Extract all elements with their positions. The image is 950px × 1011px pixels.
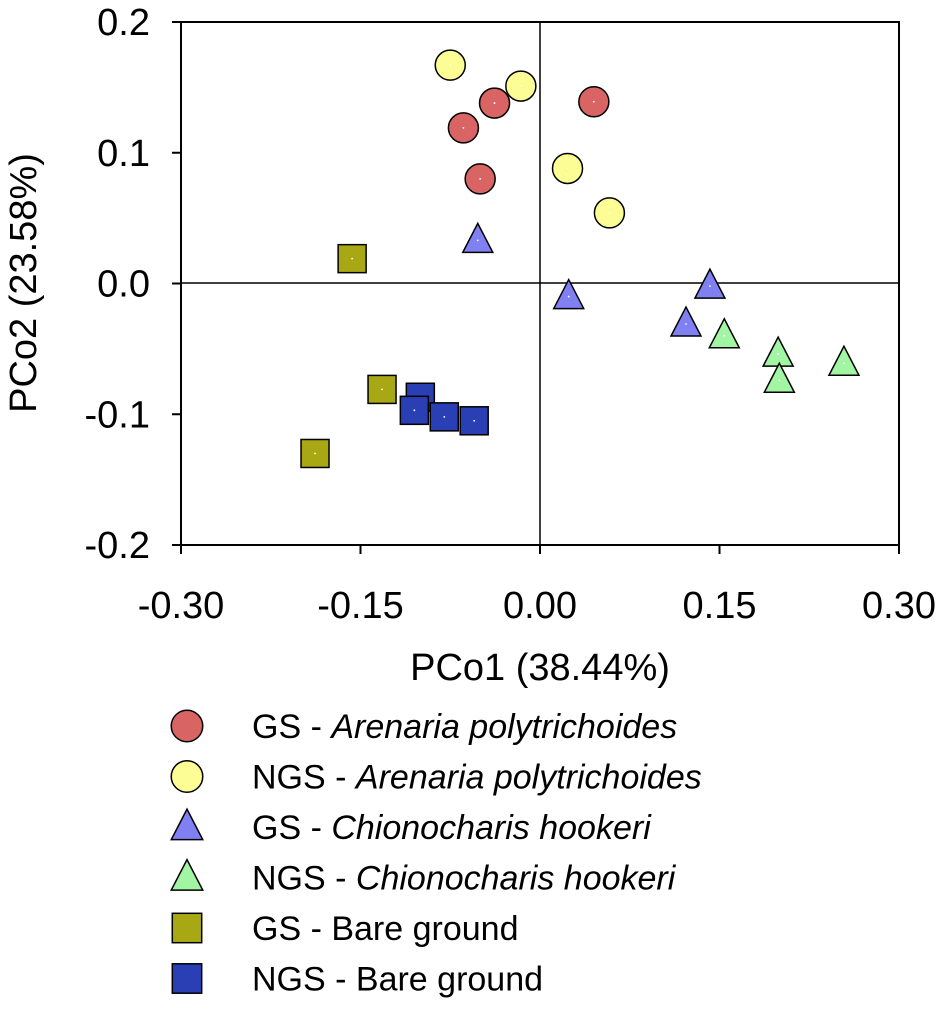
legend-label: NGS - Arenaria polytrichoides bbox=[252, 759, 702, 797]
data-point-center-dot bbox=[566, 167, 569, 170]
data-point-center-dot bbox=[351, 257, 354, 260]
legend-label: GS - Arenaria polytrichoides bbox=[252, 708, 677, 746]
x-tick-label: 0.30 bbox=[862, 585, 936, 627]
data-point-center-dot bbox=[723, 334, 726, 337]
y-tick-label: -0.1 bbox=[85, 394, 150, 436]
y-axis-title: PCo2 (23.58%) bbox=[3, 153, 45, 413]
data-point-center-dot bbox=[413, 409, 416, 412]
data-point-center-dot bbox=[493, 102, 496, 104]
legend-marker-triangle bbox=[170, 858, 204, 891]
y-tick-label: 0.0 bbox=[97, 264, 150, 306]
legend-label-prefix: NGS - bbox=[252, 759, 356, 797]
y-tick-label: 0.1 bbox=[97, 133, 150, 175]
data-point-center-dot bbox=[462, 127, 465, 129]
x-tick-label: 0.15 bbox=[683, 585, 757, 627]
legend-marker-triangle bbox=[170, 807, 204, 841]
data-point-center-dot bbox=[567, 295, 570, 298]
legend-label-prefix: NGS - Bare ground bbox=[252, 961, 543, 999]
data-point-center-dot bbox=[709, 285, 711, 288]
data-point-center-dot bbox=[592, 100, 595, 103]
data-point-center-dot bbox=[479, 178, 482, 180]
data-point-center-dot bbox=[443, 415, 446, 418]
data-point-center-dot bbox=[314, 452, 316, 455]
legend-label-prefix: GS - bbox=[252, 708, 331, 746]
data-point-triangle bbox=[693, 267, 727, 299]
y-tick-label: 0.2 bbox=[97, 2, 150, 44]
data-point-triangle bbox=[763, 361, 796, 394]
legend-label-species: Chionocharis hookeri bbox=[356, 860, 677, 898]
x-tick-label: -0.15 bbox=[317, 585, 404, 627]
legend-marker-square bbox=[171, 912, 203, 944]
data-point-center-dot bbox=[778, 379, 781, 382]
legend-label-species: Arenaria polytrichoides bbox=[329, 708, 677, 746]
y-tick-label: -0.2 bbox=[85, 525, 150, 567]
legend-marker-circle bbox=[170, 709, 204, 743]
data-point-center-dot bbox=[473, 419, 476, 422]
data-point-triangle bbox=[761, 335, 795, 367]
data-point-triangle bbox=[708, 317, 741, 349]
data-point-triangle bbox=[827, 344, 861, 377]
legend-label-species: Arenaria polytrichoides bbox=[354, 759, 702, 797]
data-point-triangle bbox=[552, 277, 585, 310]
legend-label-prefix: NGS - bbox=[252, 860, 356, 898]
data-point-center-dot bbox=[608, 211, 611, 214]
legend-label: GS - Bare ground bbox=[252, 910, 518, 948]
data-point-triangle bbox=[669, 305, 703, 337]
legend-label: GS - Chionocharis hookeri bbox=[252, 809, 652, 847]
legend-label-species: Chionocharis hookeri bbox=[331, 809, 652, 847]
legend-label-prefix: GS - Bare ground bbox=[252, 910, 518, 948]
data-point-center-dot bbox=[449, 64, 452, 67]
legend-label: NGS - Chionocharis hookeri bbox=[252, 860, 677, 898]
x-tick-label: -0.30 bbox=[138, 585, 225, 627]
x-axis-title: PCo1 (38.44%) bbox=[410, 647, 670, 689]
data-point-center-dot bbox=[519, 85, 522, 87]
data-point-center-dot bbox=[685, 323, 687, 325]
legend-label-prefix: GS - bbox=[252, 809, 331, 847]
legend-marker-square bbox=[171, 963, 203, 994]
data-point-center-dot bbox=[777, 353, 780, 356]
data-point-triangle bbox=[461, 221, 495, 254]
legend-label: NGS - Bare ground bbox=[252, 961, 543, 999]
data-point-center-dot bbox=[476, 239, 479, 242]
x-tick-label: 0.00 bbox=[503, 585, 577, 627]
legend-marker-circle bbox=[170, 760, 204, 793]
data-point-center-dot bbox=[381, 388, 383, 391]
data-point-center-dot bbox=[843, 362, 845, 365]
